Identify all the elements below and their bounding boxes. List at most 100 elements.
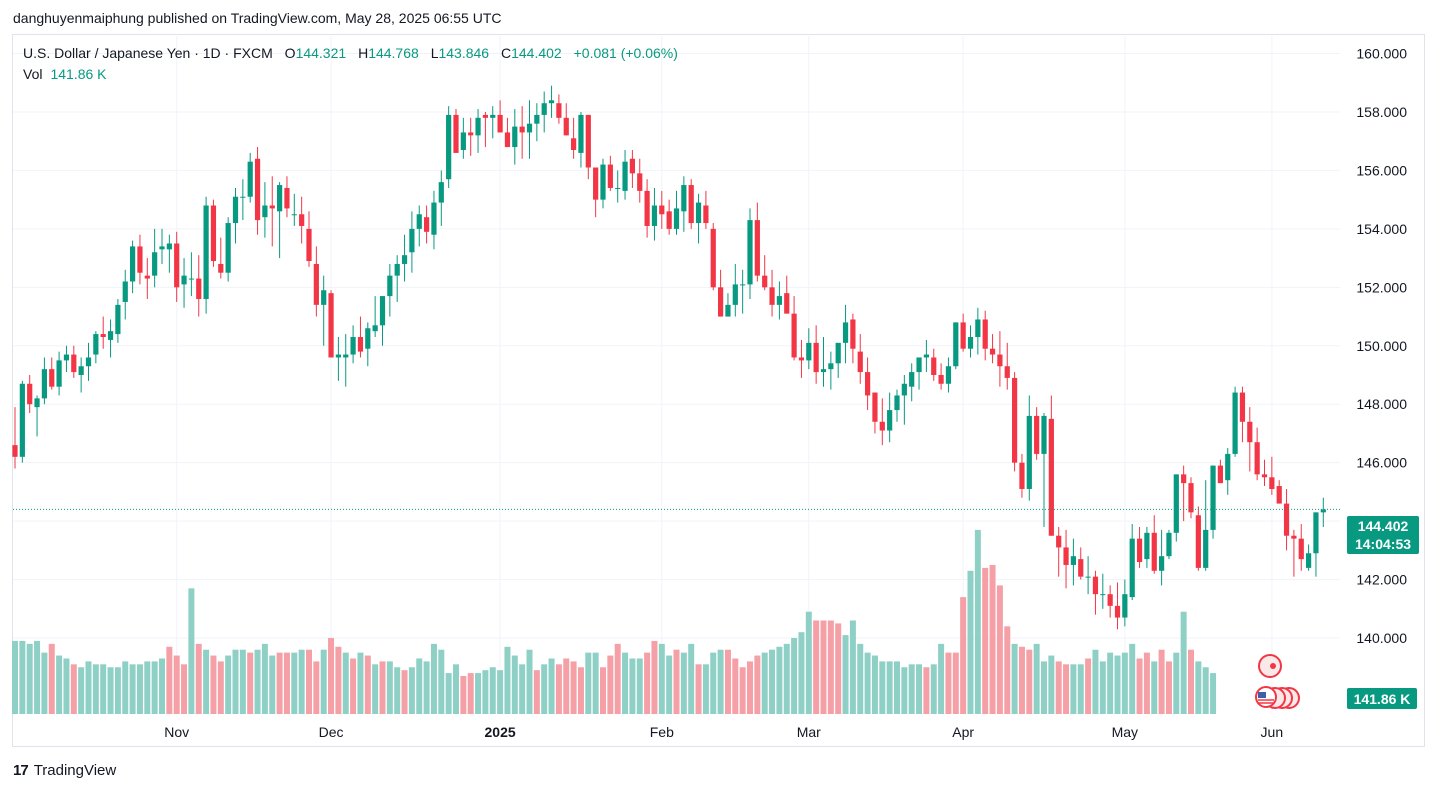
volume-bar [438, 649, 445, 714]
candle [967, 325, 974, 358]
volume-bar [967, 570, 974, 714]
volume-bar [166, 646, 173, 714]
volume-bar [651, 640, 658, 714]
candle [622, 149, 628, 200]
symbol-title[interactable]: U.S. Dollar / Japanese Yen · 1D · FXCM [23, 45, 273, 61]
candle [784, 275, 790, 314]
candle-body [1100, 594, 1106, 596]
badge-price: 144.402 [1358, 518, 1409, 534]
tradingview-logo[interactable]: 17 TradingView [13, 762, 116, 779]
candle [1114, 582, 1121, 630]
candle-body [1019, 462, 1025, 489]
volume-bar [783, 643, 790, 714]
candle [776, 281, 782, 320]
candle [1173, 474, 1179, 542]
low-label: L [430, 45, 439, 61]
volume-bar [710, 652, 717, 714]
candle [497, 100, 503, 133]
candle [1129, 524, 1135, 601]
candle [394, 255, 400, 302]
candle-body [12, 445, 18, 457]
candle [541, 91, 547, 133]
candle-body [453, 114, 459, 153]
candle-body [225, 223, 231, 273]
current-price-badge[interactable]: 144.402 14:04:53 [1347, 516, 1419, 554]
candle [328, 290, 334, 358]
volume-bar [702, 664, 709, 714]
candle-body [1210, 465, 1216, 530]
candle-body [460, 132, 466, 150]
candle [225, 217, 231, 282]
volume-bar [1048, 655, 1055, 714]
candle [196, 255, 202, 317]
volume-bar [754, 655, 761, 714]
candle-body [938, 375, 944, 384]
volume-bar [453, 664, 459, 714]
candle [1239, 386, 1246, 443]
candle [284, 176, 290, 218]
candle-body [931, 357, 937, 375]
volume-bar [541, 664, 548, 714]
volume-bar [78, 667, 85, 714]
volume-bar [445, 673, 452, 714]
candle [835, 342, 841, 378]
candle-body [49, 369, 55, 387]
event-markers[interactable] [1255, 654, 1300, 709]
volume-bar [386, 661, 393, 714]
candle-body [63, 354, 70, 361]
candle-body [703, 205, 709, 224]
candle-body [343, 354, 349, 358]
candle-body [394, 263, 400, 276]
y-tick-label: 154.000 [1356, 221, 1407, 237]
volume-bar [930, 664, 937, 714]
candle-body [159, 246, 165, 250]
y-tick-label: 152.000 [1356, 279, 1407, 295]
candle-body [1122, 594, 1128, 618]
candle [1012, 372, 1018, 472]
candle [1269, 456, 1275, 495]
volume-bar [570, 661, 577, 714]
volume-bar [533, 670, 540, 714]
candle-body [673, 208, 680, 229]
close-label: C [500, 45, 512, 61]
candle-body [637, 173, 643, 191]
y-tick-label: 148.000 [1356, 396, 1407, 412]
candle-body [512, 126, 518, 148]
candle-body [607, 164, 613, 188]
candle-body [887, 410, 893, 431]
x-tick-label: Mar [797, 724, 821, 740]
candle [490, 106, 496, 139]
candle-body [835, 342, 841, 364]
candle-body [519, 126, 525, 133]
candle [732, 263, 738, 317]
candle-body [651, 205, 658, 226]
candle [431, 190, 437, 250]
candle-body [1056, 535, 1062, 548]
volume-bar [48, 643, 55, 714]
candle [107, 319, 114, 358]
candle [571, 117, 577, 159]
volume-badge[interactable]: 141.86 K [1347, 688, 1417, 709]
candle-body [629, 158, 635, 174]
candle [923, 339, 929, 373]
candle [651, 187, 658, 241]
candle-body [166, 243, 172, 250]
volume-bar [835, 623, 842, 714]
candle-body [769, 287, 775, 305]
x-tick-label: 2025 [485, 724, 516, 740]
candle-body [806, 342, 812, 361]
candle [365, 322, 371, 367]
candle-body [681, 185, 687, 212]
volume-badge-value: 141.86 K [1354, 691, 1411, 707]
high-value: 144.768 [368, 45, 419, 61]
candle [850, 313, 856, 364]
candle-body [196, 278, 202, 300]
volume-bar [688, 643, 695, 714]
volume-bar [122, 661, 129, 714]
candle [762, 255, 768, 291]
volume-bar [342, 652, 349, 714]
candle-body [997, 354, 1003, 367]
candle-body [585, 114, 591, 168]
candle [424, 205, 430, 244]
